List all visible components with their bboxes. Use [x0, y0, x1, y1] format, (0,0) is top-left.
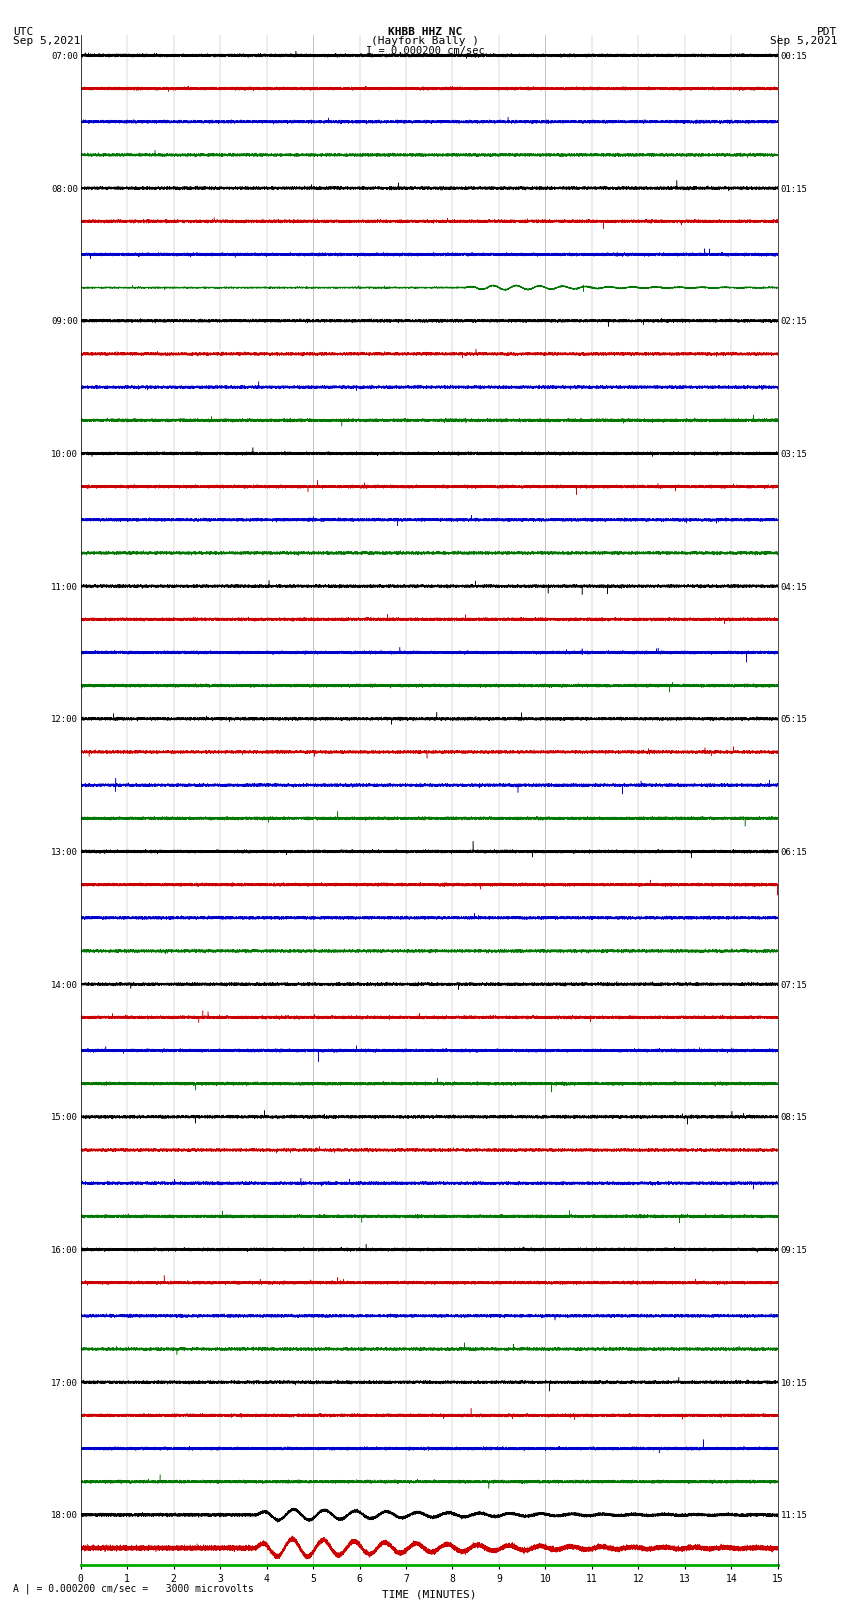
Text: UTC: UTC [13, 26, 33, 37]
Text: I = 0.000200 cm/sec: I = 0.000200 cm/sec [366, 45, 484, 56]
Text: PDT: PDT [817, 26, 837, 37]
Text: A | = 0.000200 cm/sec =   3000 microvolts: A | = 0.000200 cm/sec = 3000 microvolts [13, 1582, 253, 1594]
Text: (Hayfork Bally ): (Hayfork Bally ) [371, 37, 479, 47]
X-axis label: TIME (MINUTES): TIME (MINUTES) [382, 1589, 477, 1598]
Text: Sep 5,2021: Sep 5,2021 [770, 37, 837, 47]
Text: KHBB HHZ NC: KHBB HHZ NC [388, 26, 462, 37]
Text: Sep 5,2021: Sep 5,2021 [13, 37, 80, 47]
